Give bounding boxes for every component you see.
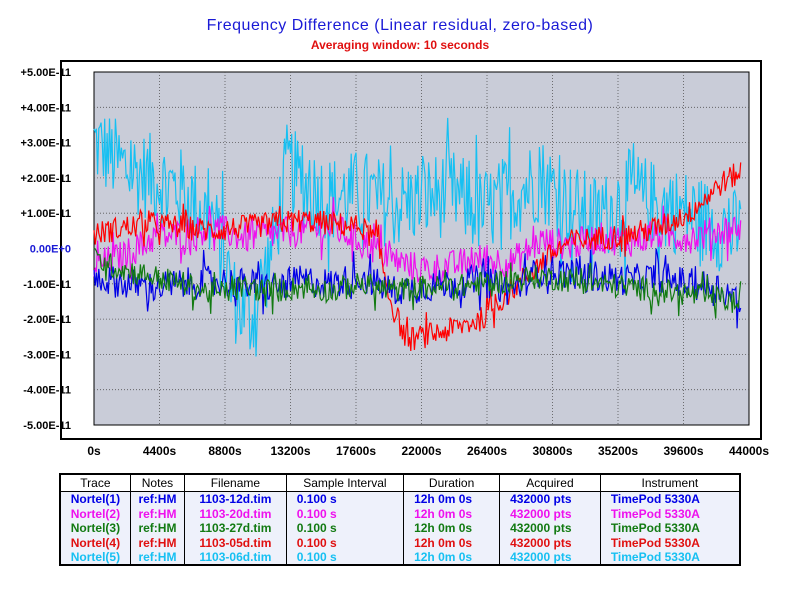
table-cell: Nortel(5) bbox=[70, 550, 121, 565]
series-line-nortel2 bbox=[93, 197, 742, 294]
x-tick-label: 22000s bbox=[401, 444, 441, 458]
table-cell: 12h 0m 0s bbox=[403, 550, 500, 564]
x-tick-label: 26400s bbox=[467, 444, 507, 458]
table-cell: 432000 pts bbox=[499, 535, 601, 550]
y-tick-labels: +5.00E-11 +4.00E-11 +3.00E-11 +2.00E-11 +1.0… bbox=[21, 67, 71, 432]
table-cell: TimePod 5330A bbox=[599, 521, 739, 536]
table-cell: TimePod 5330A bbox=[599, 491, 739, 507]
table-row: Nortel(2) ref:HM 1103-20d.tim 0.100 s 12h 0m… bbox=[61, 506, 739, 521]
series-line-nortel4 bbox=[93, 162, 742, 352]
table-cell: Nortel(4) bbox=[70, 535, 121, 550]
column-header: Acquired bbox=[499, 475, 601, 492]
y-tick-label: +1.00E-11 bbox=[21, 208, 71, 220]
trace-info-table: Trace Notes Filename Sample Interval Duratio… bbox=[59, 473, 741, 566]
x-tick-label: 13200s bbox=[270, 444, 310, 458]
x-tick-label: 39600s bbox=[663, 444, 703, 458]
chart-title: Frequency Difference (Linear residual, z… bbox=[206, 17, 594, 34]
series-line-nortel5 bbox=[93, 117, 742, 357]
column-header: Duration bbox=[403, 475, 500, 492]
table-cell: 12h 0m 0s bbox=[403, 491, 500, 507]
table-cell: Nortel(1) bbox=[70, 492, 121, 507]
series-line-nortel3 bbox=[93, 247, 742, 319]
y-tick-label: -4.00E-11 bbox=[23, 385, 71, 397]
x-tick-label: 35200s bbox=[598, 444, 638, 458]
x-tick-label: 8800s bbox=[208, 444, 242, 458]
table-cell: Nortel(3) bbox=[70, 521, 121, 536]
table-cell: 432000 pts bbox=[499, 521, 601, 536]
column-header: Sample Interval bbox=[285, 475, 404, 492]
x-tick-label: 17600s bbox=[336, 444, 376, 458]
table-cell: ref:HM bbox=[129, 521, 185, 536]
table-cell: 432000 pts bbox=[499, 550, 601, 564]
y-tick-label: -1.00E-11 bbox=[23, 279, 71, 291]
table-body: Nortel(1) ref:HM 1103-12d.tim 0.100 s 12h 0m… bbox=[61, 491, 739, 565]
table-cell: 0.100 s bbox=[285, 550, 404, 564]
table-cell: ref:HM bbox=[129, 491, 185, 507]
chart-plot: +5.00E-11 +4.00E-11 +3.00E-11 +2.00E-11 +1.0… bbox=[21, 60, 769, 458]
y-tick-label: +3.00E-11 bbox=[21, 138, 71, 150]
gridlines bbox=[94, 72, 749, 425]
table-cell: ref:HM bbox=[129, 506, 185, 521]
column-header: Filename bbox=[184, 475, 287, 492]
table-cell: 432000 pts bbox=[499, 491, 601, 507]
y-tick-label: +4.00E-11 bbox=[21, 102, 71, 114]
table-cell: ref:HM bbox=[129, 535, 185, 550]
chart-subtitle: Averaging window: 10 seconds bbox=[310, 38, 490, 52]
y-tick-label: +5.00E-11 bbox=[21, 67, 71, 79]
table-cell: 1103-06d.tim bbox=[184, 550, 287, 564]
table-row: Nortel(4) ref:HM 1103-05d.tim 0.100 s 12h 0m… bbox=[61, 535, 739, 550]
column-header: Notes bbox=[129, 475, 185, 492]
table-header-row: Trace Notes Filename Sample Interval Duratio… bbox=[61, 475, 739, 492]
table-cell: 12h 0m 0s bbox=[403, 521, 500, 536]
table-cell: TimePod 5330A bbox=[599, 550, 739, 564]
table-cell: 1103-20d.tim bbox=[184, 506, 287, 521]
table-cell: 1103-27d.tim bbox=[184, 521, 287, 536]
table-cell: 0.100 s bbox=[285, 521, 404, 536]
table-cell: 432000 pts bbox=[499, 506, 601, 521]
table-cell: 1103-05d.tim bbox=[184, 535, 287, 550]
table-row: Nortel(3) ref:HM 1103-27d.tim 0.100 s 12h 0m… bbox=[61, 521, 739, 536]
y-tick-label: +2.00E-11 bbox=[21, 173, 71, 185]
table-cell: 0.100 s bbox=[285, 535, 404, 550]
x-tick-label: 44000s bbox=[729, 444, 769, 458]
table-cell: ref:HM bbox=[129, 550, 185, 564]
x-tick-label: 30800s bbox=[532, 444, 572, 458]
table-row: Nortel(5) ref:HM 1103-06d.tim 0.100 s 12h 0m… bbox=[61, 550, 739, 565]
table-cell: Nortel(2) bbox=[70, 506, 121, 521]
x-tick-label: 0s bbox=[87, 444, 101, 458]
table-row: Nortel(1) ref:HM 1103-12d.tim 0.100 s 12h 0m… bbox=[61, 491, 739, 507]
y-tick-label: -2.00E-11 bbox=[23, 314, 71, 326]
table-cell: TimePod 5330A bbox=[599, 535, 739, 550]
x-tick-labels: 0s 4400s 8800s 13200s 17600s 22000s 26400s 3080… bbox=[87, 444, 769, 458]
table-cell: 1103-12d.tim bbox=[184, 491, 287, 507]
table-cell: 0.100 s bbox=[285, 491, 404, 507]
table-cell: 12h 0m 0s bbox=[403, 506, 500, 521]
y-tick-label: 0.00E+0 bbox=[30, 244, 71, 256]
y-tick-label: -3.00E-11 bbox=[23, 349, 71, 361]
x-tick-label: 4400s bbox=[143, 444, 177, 458]
table-cell: TimePod 5330A bbox=[599, 506, 739, 521]
table-cell: 0.100 s bbox=[285, 506, 404, 521]
column-header: Instrument bbox=[599, 475, 739, 492]
table-cell: 12h 0m 0s bbox=[403, 535, 500, 550]
column-header: Trace bbox=[61, 475, 131, 492]
series-layer bbox=[93, 117, 742, 357]
y-tick-label: -5.00E-11 bbox=[23, 420, 71, 432]
